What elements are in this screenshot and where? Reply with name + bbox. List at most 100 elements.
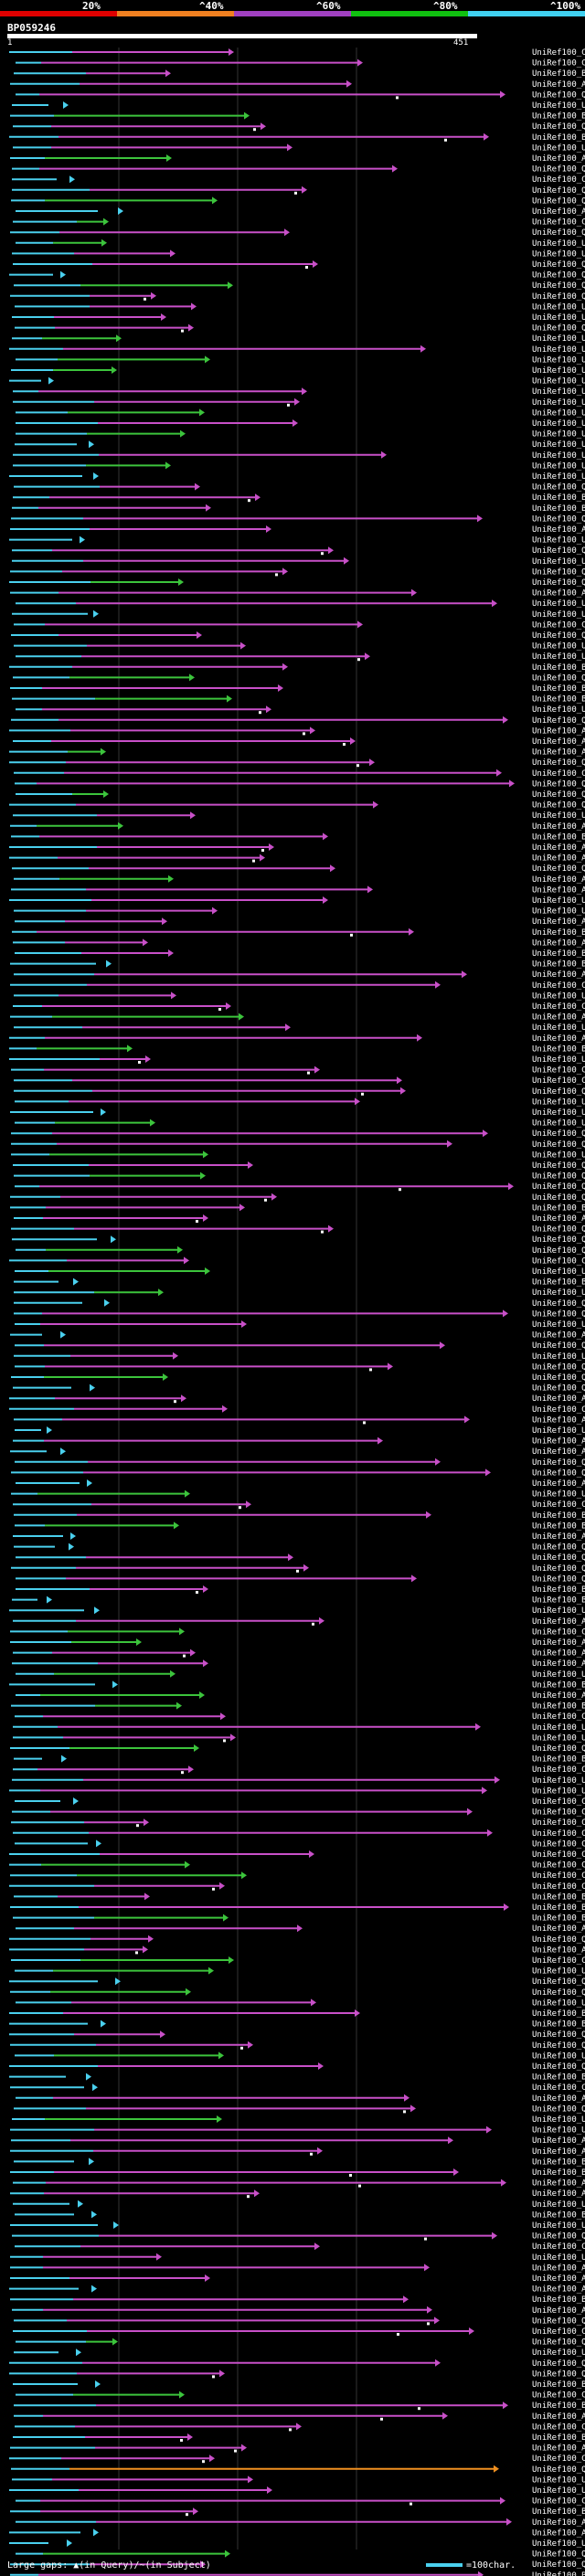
hit-row[interactable]: UniRef100_A9RA86 [16, 207, 585, 217]
hit-row[interactable]: UniRef100_A1CI05 [10, 2189, 585, 2199]
hit-row[interactable]: UniRef100_Q54I34 [15, 1341, 585, 1351]
hit-row[interactable]: UniRef100_Q6BZ59 [9, 1977, 585, 1987]
hit-row[interactable]: UniRef100_Q0W6G7 [9, 2030, 585, 2040]
hit-row[interactable]: UniRef100_A6BW20 [9, 2284, 585, 2295]
hit-row[interactable]: UniRef100_A2ZL11 [14, 1214, 585, 1224]
hit-row[interactable]: UniRef100_UP1000... [16, 599, 585, 609]
hit-row[interactable]: UniRef100_B2VT50 [16, 1585, 585, 1595]
hit-row[interactable]: UniRef100_UP1000... [14, 991, 585, 1001]
hit-row[interactable]: UniRef100_A9PA62 [9, 2528, 585, 2538]
hit-row[interactable]: UniRef100_Q7SEF3 [13, 1383, 585, 1394]
hit-row[interactable]: UniRef100_B1E6T8 [13, 2433, 585, 2443]
hit-row[interactable]: UniRef100_UP1000... [9, 896, 585, 906]
hit-row[interactable]: UniRef100_UP1000... [9, 2486, 585, 2496]
hit-row[interactable]: UniRef100_B4PTS9 [15, 2210, 585, 2220]
hit-row[interactable]: UniRef100_B6X2Z3 [10, 959, 585, 970]
hit-row[interactable]: UniRef100_UP1000... [12, 610, 585, 620]
hit-row[interactable]: UniRef100_UP1000... [13, 1723, 585, 1733]
hit-row[interactable]: UniRef100_B9I414 [12, 1595, 585, 1606]
hit-row[interactable]: UniRef100_B4AT03 [12, 504, 585, 514]
hit-row[interactable]: UniRef100_C1G1J4 [9, 1860, 585, 1871]
hit-row[interactable]: UniRef100_Q39189 [11, 1140, 585, 1150]
hit-row[interactable]: UniRef100_Q3UIX5 [10, 1193, 585, 1203]
hit-row[interactable]: UniRef100_UP1000... [16, 1670, 585, 1680]
hit-row[interactable]: UniRef100_UP1000... [14, 641, 585, 652]
hit-row[interactable]: UniRef100_B3LQ78 [10, 2507, 585, 2517]
hit-row[interactable]: UniRef100_Q23BV7 [16, 1574, 585, 1584]
hit-row[interactable]: UniRef100_B6K7F9 [10, 1903, 585, 1913]
hit-row[interactable]: UniRef100_A9SS49 [16, 1691, 585, 1701]
hit-row[interactable]: UniRef100_C5NNB2 [9, 1882, 585, 1892]
hit-row[interactable]: UniRef100_A6MEY9 [9, 1034, 585, 1044]
hit-row[interactable]: UniRef100_A9TG58 [10, 2263, 585, 2273]
hit-row[interactable]: UniRef100_UP1000... [15, 1320, 585, 1330]
hit-row[interactable]: UniRef100_B6NUU7 [14, 1754, 585, 1765]
hit-row[interactable]: UniRef100_Q3ULC7 [14, 1171, 585, 1182]
hit-row[interactable]: UniRef100_C5W015 [13, 217, 585, 228]
hit-row[interactable]: UniRef100_Q03532 [14, 1542, 585, 1553]
hit-row[interactable]: UniRef100_C1EFP0 [10, 1627, 585, 1637]
hit-row[interactable]: UniRef100_C5CYS6 [10, 981, 585, 991]
hit-row[interactable]: UniRef100_A7Q448 [16, 2518, 585, 2528]
hit-row[interactable]: UniRef100_B6QM50 [10, 2168, 585, 2178]
hit-row[interactable]: UniRef100_A7TJM9 [15, 917, 585, 927]
hit-row[interactable]: UniRef100_Q54CD8 [16, 790, 585, 800]
hit-row[interactable]: UniRef100_A5E4P1 [14, 1415, 585, 1425]
hit-row[interactable]: UniRef100_UP1000... [12, 2475, 585, 2485]
hit-row[interactable]: UniRef100_Q5UPG1 [11, 1564, 585, 1574]
hit-row[interactable]: UniRef100_B8LG82 [9, 2009, 585, 2019]
hit-row[interactable]: UniRef100_Q6DRL1 [10, 228, 585, 238]
hit-row[interactable]: UniRef100_UP1000... [12, 557, 585, 567]
hit-row[interactable]: UniRef100_Q2UMY7 [12, 864, 585, 874]
hit-row[interactable]: UniRef100_B0CMN2 [9, 133, 585, 143]
hit-row[interactable]: UniRef100_C4YRY4 [11, 1818, 585, 1828]
hit-row[interactable]: UniRef100_B9STB6 [14, 69, 585, 79]
hit-row[interactable]: UniRef100_Q9LIH9 [13, 122, 585, 132]
hit-row[interactable]: UniRef100_Q6C7Q2 [9, 1935, 585, 1945]
hit-row[interactable]: UniRef100_Q6PCP0 [13, 1161, 585, 1171]
hit-row[interactable]: UniRef100_C3ZU14 [11, 1065, 585, 1076]
hit-row[interactable]: UniRef100_B9GI17 [10, 111, 585, 122]
hit-row[interactable]: UniRef100_A4HTH1 [13, 1617, 585, 1627]
hit-row[interactable]: UniRef100_UP1000... [9, 345, 585, 355]
hit-row[interactable]: UniRef100_UP1000... [14, 906, 585, 917]
hit-row[interactable]: UniRef100_Q6CXB7 [15, 1458, 585, 1468]
hit-row[interactable]: UniRef100_A2E7B0 [10, 1330, 585, 1341]
hit-row[interactable]: UniRef100_Q2UUA6 [14, 2316, 585, 2326]
hit-row[interactable]: UniRef100_C8ZBC6 [13, 2327, 585, 2337]
hit-row[interactable]: UniRef100_C6H2X2 [15, 1797, 585, 1807]
hit-row[interactable]: UniRef100_C4Q026 [13, 1829, 585, 1839]
hit-row[interactable]: UniRef100_Q9SB89 [11, 514, 585, 524]
hit-row[interactable]: UniRef100_Q01QP0 [12, 2231, 585, 2242]
hit-row[interactable]: UniRef100_UP1000... [16, 239, 585, 249]
hit-row[interactable]: UniRef100_UP1000... [12, 101, 585, 111]
hit-row[interactable]: UniRef100_Q5I2S7 [10, 2041, 585, 2051]
hit-row[interactable]: UniRef100_C6H2X2 [15, 1839, 585, 1849]
hit-row[interactable]: UniRef100_Q9HHP1 [13, 260, 585, 270]
hit-row[interactable]: UniRef100_UP1000... [12, 313, 585, 323]
hit-row[interactable]: UniRef100_Q7IZN9 [14, 1299, 585, 1309]
hit-row[interactable]: UniRef100_UP1000... [16, 1998, 585, 2008]
hit-row[interactable]: UniRef100_A1YE19 [11, 2136, 585, 2146]
hit-row[interactable]: UniRef100_B3LHE4 [11, 832, 585, 842]
hit-row[interactable]: UniRef100_Q9LWR5 [12, 1235, 585, 1245]
hit-row[interactable]: UniRef100_UP1000... [11, 366, 585, 376]
hit-row[interactable]: UniRef100_UP1000... [10, 2125, 585, 2136]
hit-row[interactable]: UniRef100_A1CDA9 [13, 1436, 585, 1447]
hit-row[interactable]: UniRef100_C5FSH9 [15, 1712, 585, 1722]
hit-row[interactable]: UniRef100_A6NPS8 [9, 747, 585, 758]
hit-row[interactable]: UniRef100_Q01DE5 [9, 270, 585, 281]
hit-row[interactable]: UniRef100_B8BTF6 [11, 1701, 585, 1712]
hit-row[interactable]: UniRef100_C5XB15 [14, 769, 585, 779]
hit-row[interactable]: UniRef100_B2AVS1 [15, 1521, 585, 1531]
hit-row[interactable]: UniRef100_Q8XYH3 [15, 779, 585, 789]
hit-row[interactable]: UniRef100_UP1000... [15, 302, 585, 312]
hit-row[interactable]: UniRef100_B4FNX0 [10, 1203, 585, 1213]
hit-row[interactable]: UniRef100_UP1000... [14, 1288, 585, 1298]
hit-row[interactable]: UniRef100_UP1000... [15, 1097, 585, 1107]
hit-row[interactable]: UniRef100_UP1000... [10, 2253, 585, 2263]
hit-row[interactable]: UniRef100_A4S3B6 [10, 1638, 585, 1648]
hit-row[interactable]: UniRef100_B8MG36 [14, 2157, 585, 2167]
hit-row[interactable]: UniRef100_A1DRU6 [14, 970, 585, 980]
hit-row[interactable]: UniRef100_C3F729 [12, 175, 585, 185]
